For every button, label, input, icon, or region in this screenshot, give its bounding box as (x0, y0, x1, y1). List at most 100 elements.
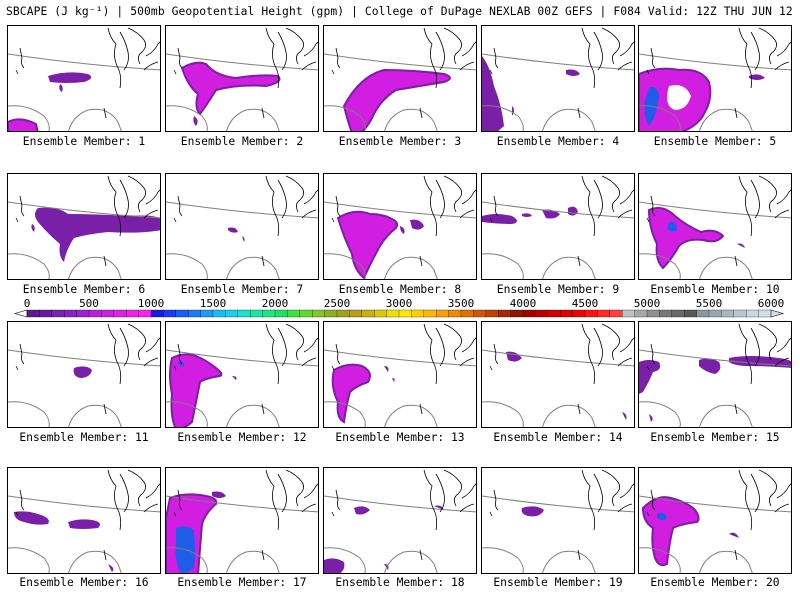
height-contour (166, 201, 318, 219)
colorbar-swatch (88, 309, 102, 318)
colorbar-swatch (250, 309, 264, 318)
coastline (738, 27, 753, 89)
height-contour (324, 547, 366, 573)
coastline (107, 175, 122, 237)
coastline (107, 27, 122, 89)
height-contour (166, 253, 208, 279)
colorbar-tick-label: 1000 (137, 297, 165, 310)
colorbar-swatch (634, 309, 648, 318)
cape-area (14, 511, 49, 525)
colorbar-swatch (361, 309, 375, 318)
map-canvas (639, 27, 791, 131)
coastline (261, 255, 265, 267)
height-contour (639, 253, 681, 279)
coastline (758, 323, 777, 361)
ensemble-panel-19 (481, 467, 635, 574)
colorbar-swatch (460, 309, 474, 318)
coastline (593, 473, 603, 513)
cape-area (667, 221, 677, 232)
coastline (443, 175, 462, 213)
coastline (577, 403, 581, 415)
coastline (443, 323, 462, 361)
cape-area (384, 366, 389, 372)
map-canvas (166, 27, 318, 131)
coastline (774, 357, 790, 367)
colorbar-swatch (448, 309, 462, 318)
ensemble-panel-5 (638, 25, 792, 132)
map-canvas (166, 469, 318, 573)
coastline (119, 179, 129, 219)
cape-area (568, 206, 578, 216)
coastline (177, 195, 183, 217)
cape-area (400, 226, 405, 234)
height-contour (226, 108, 280, 131)
cape-area (31, 224, 35, 232)
coastline (119, 31, 129, 71)
colorbar-swatch (622, 309, 636, 318)
coastline (459, 357, 475, 367)
coastline (581, 175, 596, 237)
ensemble-panel-16 (7, 467, 161, 574)
coastline (734, 549, 738, 561)
cape-area (73, 366, 92, 378)
height-contour (166, 547, 208, 573)
colorbar-swatch (398, 309, 412, 318)
colorbar-swatch (336, 309, 350, 318)
colorbar (13, 309, 785, 318)
ensemble-panel-17 (165, 467, 319, 574)
panel-label: Ensemble Member: 10 (650, 283, 780, 296)
height-contour (482, 547, 524, 573)
coastline (127, 175, 146, 213)
map-title: SBCAPE (J kg⁻¹) | 500mb Geopotential Hei… (6, 5, 796, 18)
cape-area (410, 219, 424, 230)
coastline (103, 255, 107, 267)
coastline (119, 473, 129, 513)
coastline (173, 69, 177, 75)
coastline (459, 503, 475, 513)
coastline (601, 469, 620, 507)
coastline (734, 107, 738, 119)
height-contour (639, 201, 791, 219)
coastline (493, 195, 499, 217)
colorbar-swatch (324, 309, 338, 318)
coastline (581, 323, 596, 385)
coastline (489, 69, 493, 75)
ensemble-panel-15 (638, 321, 792, 428)
map-canvas (324, 469, 476, 573)
cape-area (331, 363, 371, 424)
height-contour (166, 105, 208, 131)
coastline (601, 323, 620, 361)
coastline (617, 209, 633, 219)
coastline (177, 489, 183, 511)
height-contour (384, 108, 438, 131)
coastline (738, 323, 753, 385)
height-contour (324, 401, 366, 427)
coastline (776, 41, 791, 57)
cape-area (506, 351, 522, 362)
coastline (461, 41, 476, 57)
height-contour (639, 53, 791, 71)
coastline (459, 61, 475, 71)
height-contour (482, 53, 634, 71)
colorbar-swatch (274, 309, 288, 318)
height-contour (8, 105, 50, 131)
cape-area (8, 118, 39, 131)
colorbar-swatch (175, 309, 189, 318)
map-canvas (639, 469, 791, 573)
panel-label: Ensemble Member: 17 (177, 576, 307, 589)
ensemble-panel-8 (323, 173, 477, 280)
coastline (617, 61, 633, 71)
colorbar-tick-label: 2000 (261, 297, 289, 310)
map-canvas (8, 175, 160, 279)
colorbar-tick-label: 6000 (757, 297, 785, 310)
colorbar-tick-label: 3500 (447, 297, 475, 310)
coastline (335, 47, 341, 69)
coastline (177, 47, 183, 69)
coastline (19, 47, 25, 69)
coastline (617, 357, 633, 367)
coastline (419, 549, 423, 561)
cape-area (48, 72, 92, 83)
coastline (734, 403, 738, 415)
coastline (265, 175, 280, 237)
ensemble-panel-20 (638, 467, 792, 574)
